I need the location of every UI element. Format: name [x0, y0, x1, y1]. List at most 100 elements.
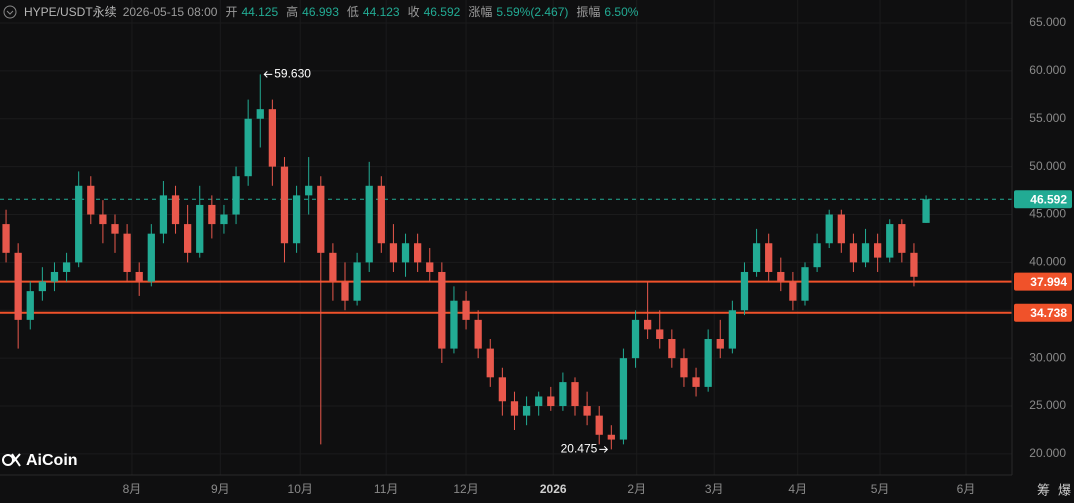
logo-text: AiCoin	[26, 452, 78, 469]
corner-icon[interactable]: 筹	[1037, 482, 1050, 497]
candle-body	[789, 281, 797, 301]
candle-body	[196, 204, 204, 253]
candle-body	[583, 406, 591, 416]
candle-body	[631, 319, 640, 359]
candle-body	[159, 195, 168, 234]
x-tick-label: 2026	[540, 482, 567, 496]
candle-body	[559, 382, 567, 407]
time: 2026-05-15 08:00	[123, 5, 218, 19]
candle-body	[607, 434, 615, 440]
annotation-arrow	[263, 71, 273, 78]
candle-body	[2, 224, 10, 253]
price-tag-label: 34.738	[1030, 306, 1067, 320]
x-tick-label: 4月	[788, 482, 807, 496]
annotation-arrow	[599, 446, 609, 453]
candle-body	[62, 262, 71, 272]
y-tick-label: 55.000	[1029, 111, 1066, 125]
price-tag	[1014, 272, 1072, 291]
candle-body	[619, 358, 628, 440]
candle-body	[474, 319, 482, 349]
candle-body	[837, 214, 845, 244]
candle-body	[861, 243, 870, 263]
candle-body	[656, 329, 664, 340]
candle-body	[111, 224, 119, 234]
y-tick-label: 50.000	[1029, 159, 1066, 173]
x-tick-label: 12月	[453, 482, 478, 496]
candle-body	[498, 377, 506, 402]
price-tag	[1014, 303, 1072, 322]
max-label: 59.630	[274, 67, 311, 81]
candle-body	[777, 271, 785, 282]
candle-body	[450, 300, 458, 349]
candle-body	[898, 224, 906, 253]
field-value: 6.50%	[604, 5, 638, 19]
candle-body	[849, 243, 858, 263]
field-label: 收	[408, 5, 420, 19]
candle-body	[256, 109, 264, 119]
candle-body	[171, 195, 180, 225]
field-label: 振幅	[576, 4, 600, 19]
x-tick-label: 8月	[123, 482, 142, 496]
y-tick-label: 40.000	[1029, 255, 1066, 269]
candle-body	[740, 271, 749, 311]
candle-body	[716, 339, 724, 349]
y-tick-label: 25.000	[1029, 398, 1066, 412]
candle-body	[208, 204, 216, 225]
x-tick-label: 5月	[871, 482, 890, 496]
candle-body	[547, 396, 555, 407]
candle-body	[704, 339, 712, 387]
x-tick-label: 10月	[288, 482, 313, 496]
candle-body	[910, 252, 918, 277]
candle-body	[426, 262, 434, 272]
price-tag-label: 37.994	[1030, 275, 1067, 289]
candle-body	[510, 401, 519, 416]
candle-body	[305, 185, 313, 196]
candle-body	[535, 396, 543, 407]
candle-body	[38, 281, 46, 292]
candle-body	[438, 271, 446, 349]
candle-body	[462, 300, 470, 320]
candle-body	[825, 214, 833, 244]
x-tick-label: 2月	[627, 482, 646, 496]
candle-body	[244, 118, 252, 177]
corner-icon[interactable]: 爆	[1058, 482, 1071, 497]
y-tick-label: 45.000	[1029, 207, 1066, 221]
candle-body	[377, 185, 385, 244]
candle-body	[692, 377, 700, 387]
field-value: 44.123	[363, 5, 400, 19]
price-tag	[1014, 190, 1072, 209]
candle-body	[353, 262, 361, 301]
candle-body	[317, 185, 325, 253]
y-tick-label: 65.000	[1029, 15, 1066, 29]
x-tick-label: 11月	[374, 482, 398, 496]
candle-body	[123, 233, 131, 272]
field-label: 开	[225, 5, 237, 19]
candle-body	[922, 199, 930, 223]
y-tick-label: 60.000	[1029, 63, 1066, 77]
field-label: 低	[347, 5, 359, 19]
x-tick-label: 9月	[211, 482, 230, 496]
collapse-icon	[6, 10, 14, 15]
header: HYPE/USDT永续 2026-05-15 08:00 开 44.125 高 46.99…	[24, 4, 639, 19]
candle-body	[135, 271, 143, 282]
candle-body	[341, 281, 349, 301]
candle-body	[813, 243, 821, 268]
candle-body	[389, 243, 398, 263]
x-tick-label: 3月	[705, 482, 724, 496]
min-label: 20.475	[561, 442, 598, 456]
candle-body	[595, 415, 603, 435]
candle-body	[765, 243, 773, 272]
candle-body	[268, 109, 276, 167]
logo: AiCoin	[2, 452, 78, 469]
candle-body	[414, 243, 422, 263]
candle-body	[232, 176, 240, 215]
candle-body	[280, 166, 289, 244]
candle-body	[401, 243, 410, 263]
field-value: 44.125	[241, 5, 278, 19]
collapse-icon[interactable]	[3, 5, 17, 19]
field-value: 5.59%(2.467)	[496, 5, 568, 19]
candle-body	[26, 291, 34, 320]
candle-body	[147, 233, 155, 282]
candle-body	[571, 382, 579, 407]
